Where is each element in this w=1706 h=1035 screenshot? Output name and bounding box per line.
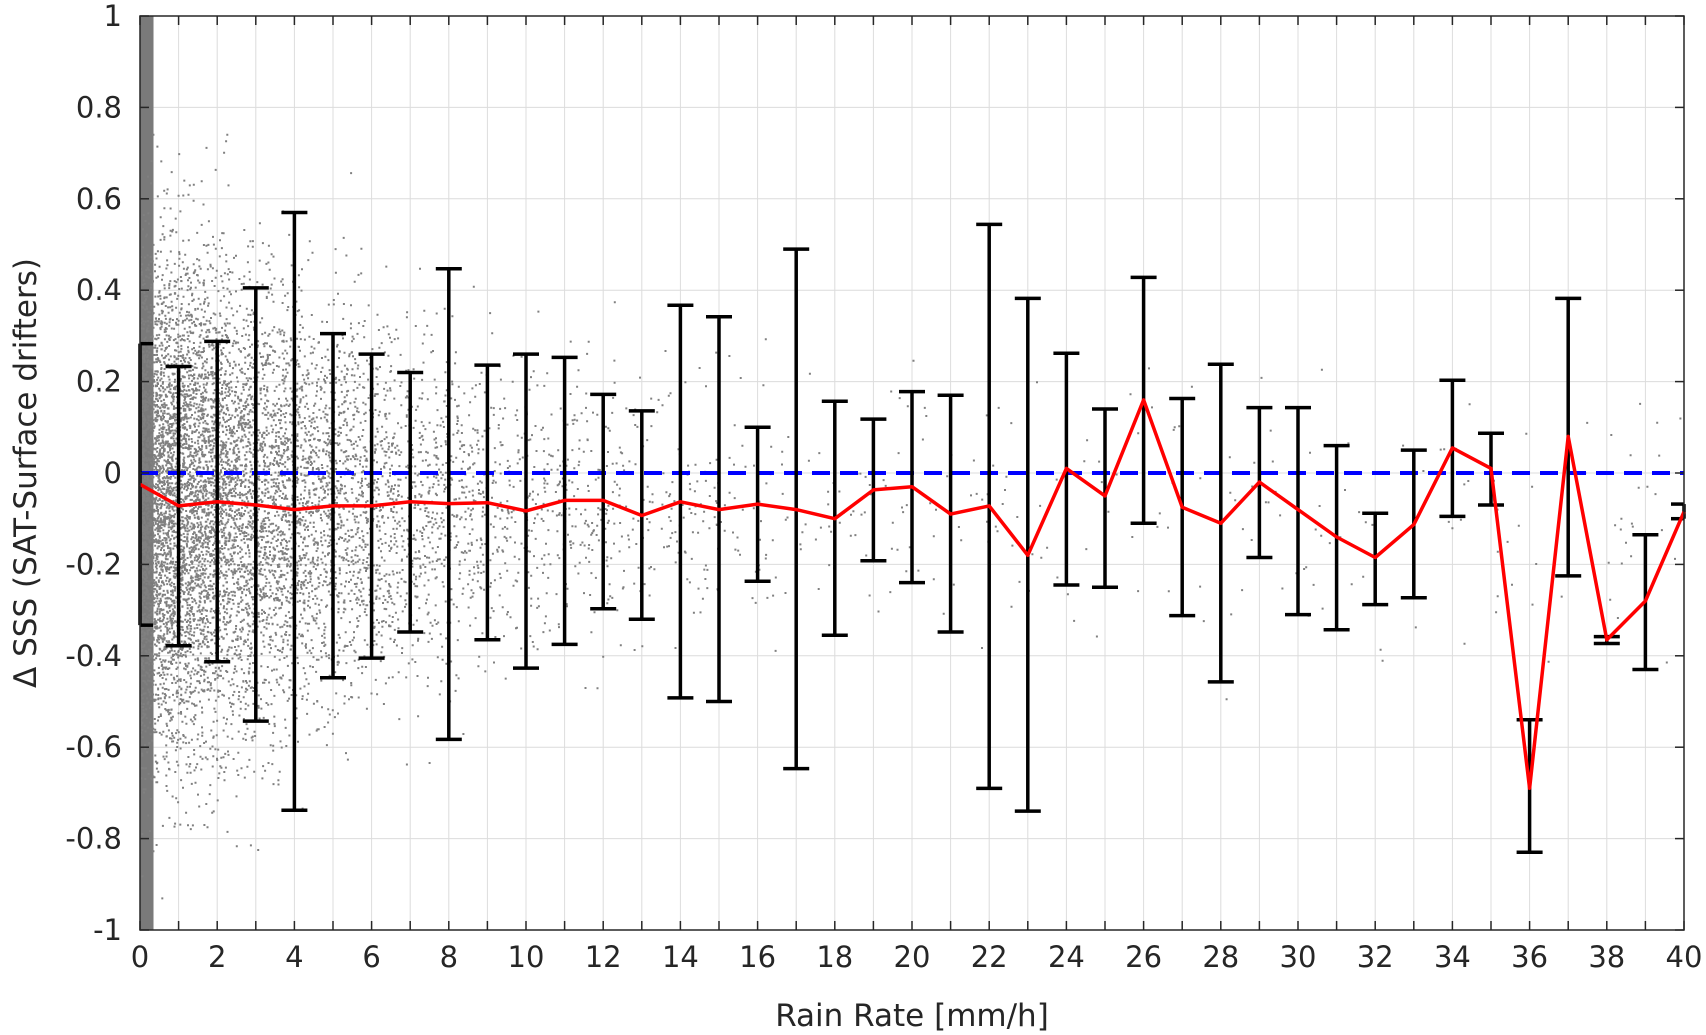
x-tick-label: 0 <box>131 940 149 974</box>
x-tick-label: 4 <box>285 940 303 974</box>
x-tick-label: 40 <box>1666 940 1703 974</box>
y-axis-label: Δ SSS (SAT-Surface drifters) <box>8 258 44 688</box>
y-tick-label: 0.2 <box>76 365 122 399</box>
x-tick-label: 22 <box>971 940 1008 974</box>
y-tick-label: -1 <box>93 913 122 947</box>
x-tick-label: 8 <box>440 940 458 974</box>
x-tick-label: 14 <box>662 940 699 974</box>
x-tick-label: 38 <box>1588 940 1625 974</box>
x-tick-label: 18 <box>816 940 853 974</box>
x-tick-label: 32 <box>1357 940 1394 974</box>
y-tick-label: 0.4 <box>76 273 122 307</box>
x-tick-label: 16 <box>739 940 776 974</box>
y-tick-label: -0.6 <box>65 730 122 764</box>
x-tick-label: 2 <box>208 940 226 974</box>
x-axis-label: Rain Rate [mm/h] <box>775 998 1049 1034</box>
x-tick-label: 10 <box>508 940 545 974</box>
y-tick-label: 0 <box>104 456 122 490</box>
x-tick-label: 28 <box>1202 940 1239 974</box>
mean-line <box>139 398 1686 791</box>
y-tick-label: -0.8 <box>65 822 122 856</box>
x-tick-label: 12 <box>585 940 622 974</box>
y-tick-label: 0.8 <box>76 90 122 124</box>
error-bar <box>1092 407 1118 589</box>
x-tick-label: 24 <box>1048 940 1085 974</box>
x-tick-label: 30 <box>1280 940 1317 974</box>
y-tick-label: -0.4 <box>65 639 122 673</box>
x-axis-ticks: 0 2 4 6 8 10 12 14 16 18 20 22 24 26 28 30 32 34 36 38 40 <box>131 16 1703 974</box>
x-tick-label: 26 <box>1125 940 1162 974</box>
x-tick-label: 6 <box>362 940 380 974</box>
x-tick-label: 20 <box>894 940 931 974</box>
y-tick-label: 0.6 <box>76 182 122 216</box>
y-tick-label: 1 <box>104 0 122 33</box>
error-bar <box>281 210 308 813</box>
y-tick-label: -0.2 <box>65 547 122 581</box>
y-axis-ticks: 1 0.8 0.6 0.4 0.2 0 -0.2 -0.4 -0.6 -0.8 -1 <box>65 0 1684 947</box>
x-tick-label: 34 <box>1434 940 1471 974</box>
x-tick-label: 36 <box>1511 940 1548 974</box>
